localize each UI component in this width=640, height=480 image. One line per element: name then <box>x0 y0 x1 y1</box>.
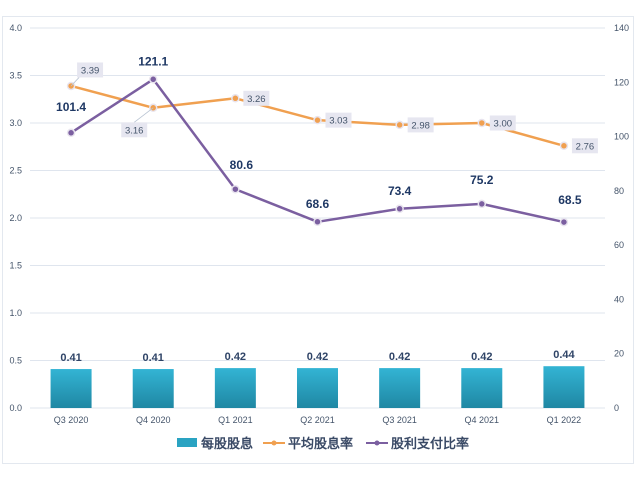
payout-ratio-marker <box>313 217 322 227</box>
y-left-tick-label: 1.5 <box>9 261 22 271</box>
yield-data-label: 3.16 <box>125 125 144 136</box>
yield-label-box <box>571 138 598 154</box>
y-left-tick-label: 2.0 <box>9 213 22 223</box>
dividend-yield-marker <box>559 141 569 151</box>
payout-data-label: 75.2 <box>470 173 494 187</box>
y-right-tick-label: 140 <box>614 23 629 33</box>
legend-label: 每股股息 <box>201 436 253 451</box>
legend-label: 股利支付比率 <box>391 436 469 451</box>
y-right-tick-label: 40 <box>614 294 624 304</box>
yield-data-label: 3.39 <box>81 65 100 76</box>
dividend-yield-marker <box>395 120 404 130</box>
bar-data-label: 0.41 <box>60 352 81 364</box>
legend: 每股股息 平均股息率 股利支付比率 <box>177 436 469 451</box>
bar-data-label: 0.41 <box>143 352 164 364</box>
bar <box>132 369 174 408</box>
y-right-tick-label: 20 <box>614 349 624 359</box>
x-tick-label: Q4 2021 <box>465 415 500 425</box>
y-left-tick-label: 0.0 <box>9 403 22 413</box>
bar-data-label: 0.44 <box>553 349 575 361</box>
yield-label-box <box>121 122 148 138</box>
payout-ratio-marker <box>66 128 76 138</box>
payout-data-label: 73.4 <box>388 184 412 198</box>
bar-data-label: 0.42 <box>225 351 246 363</box>
bar <box>50 369 92 408</box>
yield-label-box <box>489 115 516 131</box>
legend-label: 平均股息率 <box>288 436 353 451</box>
dividend-yield-marker <box>313 115 322 125</box>
payout-ratio-marker <box>477 199 487 209</box>
x-tick-label: Q1 2021 <box>218 415 253 425</box>
legend-swatch-marker <box>271 440 277 446</box>
yield-label-box <box>77 62 104 78</box>
yield-data-label: 2.76 <box>576 141 595 152</box>
yield-label-box <box>243 90 270 106</box>
bar <box>461 368 503 408</box>
y-left-tick-label: 3.0 <box>9 118 22 128</box>
y-left-tick-label: 4.0 <box>9 23 22 33</box>
x-tick-label: Q3 2021 <box>382 415 417 425</box>
yield-label-box <box>407 117 434 133</box>
x-tick-label: Q3 2020 <box>54 415 89 425</box>
y-right-tick-label: 0 <box>614 403 619 413</box>
y-right-tick-label: 120 <box>614 77 629 87</box>
bar-data-label: 0.42 <box>471 351 492 363</box>
y-left-tick-label: 2.5 <box>9 166 22 176</box>
y-axis-right: 0 20 40 60 80 100 120 140 <box>614 23 629 413</box>
y-left-tick-label: 1.0 <box>9 308 22 318</box>
payout-ratio-marker <box>559 217 569 227</box>
y-right-tick-label: 80 <box>614 186 624 196</box>
yield-data-label: 2.98 <box>411 120 430 131</box>
payout-ratio-marker <box>395 204 404 214</box>
bar <box>214 368 256 408</box>
payout-data-label: 121.1 <box>138 54 168 68</box>
yield-data-label: 3.03 <box>329 116 348 127</box>
yield-label-box <box>325 112 352 128</box>
y-axis-left: 0.0 0.5 1.0 1.5 2.0 2.5 3.0 3.5 4.0 <box>9 23 22 413</box>
yield-data-label: 3.26 <box>247 94 266 105</box>
leader-line <box>133 107 154 123</box>
bar-data-label: 0.42 <box>307 351 328 363</box>
payout-ratio-marker <box>231 184 240 194</box>
y-left-tick-label: 3.5 <box>9 71 22 81</box>
dividend-yield-marker <box>231 94 240 103</box>
y-right-tick-label: 60 <box>614 240 624 250</box>
leader-line <box>70 77 80 87</box>
payout-ratio-marker <box>148 75 158 84</box>
dividend-yield-marker <box>477 118 487 128</box>
data-labels: 0.41 0.41 0.42 0.42 0.42 0.42 0.44 3.39 3.16 3.26… <box>56 54 598 364</box>
y-right-tick-label: 100 <box>614 132 629 142</box>
payout-data-label: 68.5 <box>558 193 582 207</box>
legend-swatch-marker <box>374 440 380 446</box>
payout-data-label: 68.6 <box>306 197 330 211</box>
bar <box>543 366 585 408</box>
bar <box>297 368 338 408</box>
x-axis: Q3 2020 Q4 2020 Q1 2021 Q2 2021 Q3 2021 Q4 20… <box>54 415 581 425</box>
bar-series <box>50 366 585 408</box>
y-left-tick-label: 0.5 <box>9 356 22 366</box>
payout-data-label: 80.6 <box>230 158 254 172</box>
x-tick-label: Q1 2022 <box>547 415 582 425</box>
x-tick-label: Q2 2021 <box>300 415 335 425</box>
bar-data-label: 0.42 <box>389 351 410 363</box>
bar <box>379 368 421 408</box>
x-tick-label: Q4 2020 <box>136 415 171 425</box>
payout-data-label: 101.4 <box>56 100 86 114</box>
legend-swatch-bar <box>177 438 197 447</box>
yield-data-label: 3.00 <box>494 119 513 130</box>
